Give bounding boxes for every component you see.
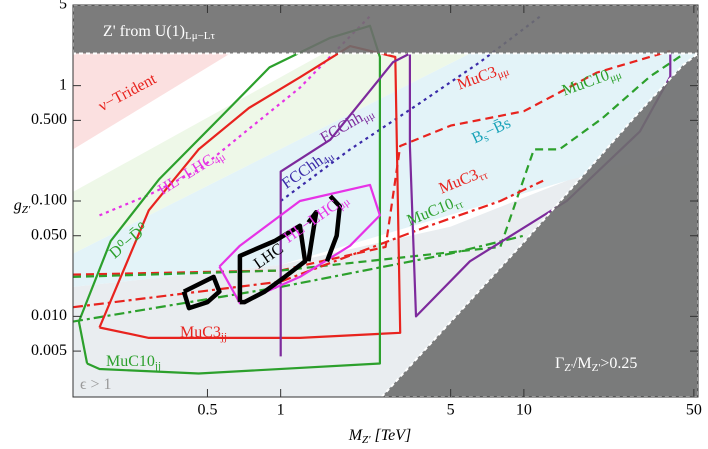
annotation-part: μμ xyxy=(608,69,623,84)
annotation-part: μμ xyxy=(336,195,353,212)
sensitivity-curve xyxy=(73,55,682,278)
y-tick-label: 0.050 xyxy=(31,226,67,243)
annotation-part: jj xyxy=(154,360,161,372)
x-axis-label-part: M xyxy=(348,427,364,444)
y-tick-label: 0.500 xyxy=(31,111,67,128)
y-axis-label: gZ' xyxy=(14,197,31,216)
excluded-region xyxy=(380,52,698,397)
annotation-part: /M xyxy=(573,355,592,372)
y-tick-label: 1 xyxy=(59,76,67,93)
y-tick-label: 0.005 xyxy=(31,342,67,359)
sensitivity-curve xyxy=(306,209,319,262)
sensitivity-curve xyxy=(73,234,525,323)
excluded-region xyxy=(73,5,698,55)
annotation: MuC10jj xyxy=(106,353,161,372)
x-axis-label-part: Z' xyxy=(362,434,371,446)
y-axis-label-part: Z' xyxy=(22,204,31,216)
x-tick-label: 50 xyxy=(686,402,702,419)
sensitivity-curve xyxy=(181,274,222,311)
x-axis-label: MZ' [TeV] xyxy=(348,427,412,446)
annotation-part: Γ xyxy=(555,355,564,372)
sensitivity-curve xyxy=(73,179,544,309)
allowed-region xyxy=(73,53,231,150)
annotation-part: Z' from U(1) xyxy=(103,23,185,40)
y-tick-label: 0.100 xyxy=(31,192,67,209)
y-tick-label: 5 xyxy=(59,0,67,13)
annotation-part: Lμ−Lτ xyxy=(185,30,216,42)
annotation-part: jj xyxy=(220,331,227,343)
x-tick-label: 5 xyxy=(447,402,455,419)
annotation-part: MuC3 xyxy=(180,324,221,341)
annotation: ϵ > 1 xyxy=(80,376,112,393)
annotation-part: MuC10 xyxy=(106,353,155,370)
annotation: ΓZ'/MZ'>0.25 xyxy=(555,355,637,374)
annotation-part: ϵ > 1 xyxy=(80,376,112,393)
sensitivity-curve xyxy=(237,223,308,305)
x-tick-label: 10 xyxy=(516,402,532,419)
annotation-part: s xyxy=(482,131,491,144)
y-axis-label-part: g xyxy=(14,197,22,214)
annotation-part: μμ xyxy=(496,66,511,81)
plot-layer xyxy=(73,5,698,397)
annotation-part: 4μ xyxy=(212,151,228,167)
y-tick-label: 0.010 xyxy=(31,307,67,324)
annotation: MuC3jj xyxy=(180,324,227,343)
allowed-region xyxy=(73,53,470,254)
sensitivity-curve xyxy=(98,45,402,339)
x-axis-label-part: [TeV] xyxy=(371,427,412,444)
x-tick-label: 1 xyxy=(277,402,285,419)
annotation: Z' from U(1)Lμ−Lτ xyxy=(103,23,216,42)
x-tick-label: 0.5 xyxy=(197,402,217,419)
annotation-part: μμ xyxy=(361,109,377,125)
sensitivity-curve xyxy=(324,194,343,263)
annotation-part: >0.25 xyxy=(600,355,637,372)
annotation-part: Z' xyxy=(564,362,573,374)
annotation-part: Z' xyxy=(592,362,601,374)
allowed-region xyxy=(73,53,698,287)
